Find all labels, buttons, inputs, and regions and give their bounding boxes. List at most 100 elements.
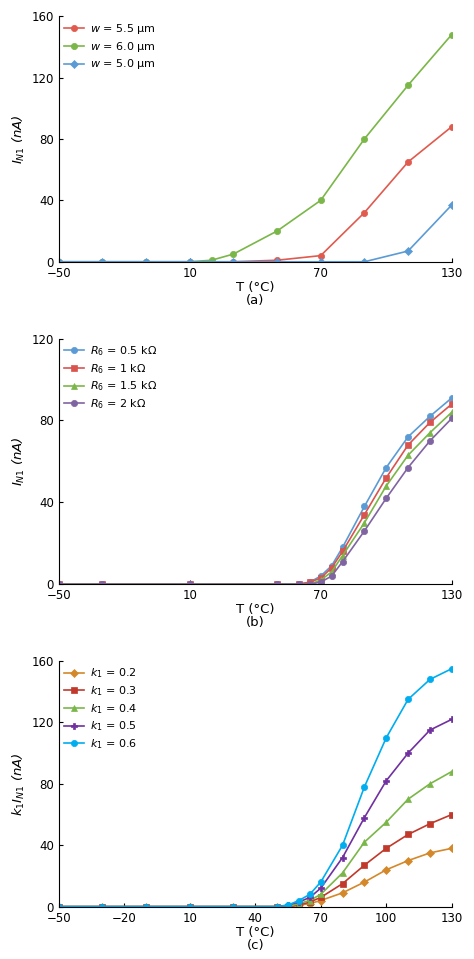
- $k_1$ = 0.5: [340, 852, 346, 863]
- $R_6$ = 1.5 kΩ: [274, 578, 280, 590]
- $R_6$ = 1.5 kΩ: [318, 574, 324, 586]
- $R_6$ = 1.5 kΩ: [187, 578, 192, 590]
- $k_1$ = 0.5: [187, 901, 192, 912]
- $w$ = 5.0 μm: [362, 256, 367, 268]
- $R_6$ = 0.5 kΩ: [187, 578, 192, 590]
- $k_1$ = 0.3: [383, 843, 389, 854]
- $k_1$ = 0.5: [405, 747, 411, 759]
- $k_1$ = 0.5: [100, 901, 105, 912]
- $k_1$ = 0.4: [449, 766, 455, 778]
- $k_1$ = 0.3: [340, 877, 346, 889]
- $w$ = 5.0 μm: [318, 256, 324, 268]
- $w$ = 5.5 μm: [362, 207, 367, 219]
- $R_6$ = 1.5 kΩ: [340, 550, 346, 561]
- $R_6$ = 2 kΩ: [318, 576, 324, 588]
- $w$ = 6.0 μm: [318, 195, 324, 206]
- $R_6$ = 1 kΩ: [318, 573, 324, 584]
- $R_6$ = 1 kΩ: [383, 472, 389, 483]
- $w$ = 5.5 μm: [143, 256, 149, 268]
- $R_6$ = 1.5 kΩ: [296, 578, 302, 590]
- $k_1$ = 0.3: [100, 901, 105, 912]
- $k_1$ = 0.3: [318, 892, 324, 903]
- $k_1$ = 0.5: [296, 897, 302, 908]
- $k_1$ = 0.2: [296, 900, 302, 911]
- $R_6$ = 0.5 kΩ: [318, 571, 324, 582]
- $w$ = 6.0 μm: [230, 248, 236, 260]
- $w$ = 6.0 μm: [100, 256, 105, 268]
- $k_1$ = 0.3: [56, 901, 62, 912]
- $R_6$ = 1 kΩ: [427, 417, 433, 429]
- $k_1$ = 0.3: [285, 901, 291, 912]
- $k_1$ = 0.2: [362, 877, 367, 888]
- $k_1$ = 0.5: [285, 900, 291, 911]
- $w$ = 5.0 μm: [100, 256, 105, 268]
- $k_1$ = 0.5: [362, 812, 367, 824]
- $k_1$ = 0.4: [274, 901, 280, 912]
- Line: $k_1$ = 0.3: $k_1$ = 0.3: [55, 811, 455, 910]
- $R_6$ = 0.5 kΩ: [307, 576, 313, 588]
- $R_6$ = 1.5 kΩ: [100, 578, 105, 590]
- $k_1$ = 0.2: [340, 887, 346, 899]
- $w$ = 5.5 μm: [449, 121, 455, 132]
- Text: (c): (c): [246, 939, 264, 951]
- $R_6$ = 2 kΩ: [383, 493, 389, 504]
- $R_6$ = 1 kΩ: [100, 578, 105, 590]
- $k_1$ = 0.3: [307, 897, 313, 908]
- $k_1$ = 0.3: [230, 901, 236, 912]
- $R_6$ = 0.5 kΩ: [340, 542, 346, 553]
- $k_1$ = 0.2: [405, 854, 411, 866]
- $R_6$ = 2 kΩ: [274, 578, 280, 590]
- $w$ = 5.5 μm: [318, 250, 324, 262]
- $k_1$ = 0.6: [427, 673, 433, 685]
- $k_1$ = 0.6: [56, 901, 62, 912]
- $w$ = 6.0 μm: [56, 256, 62, 268]
- $k_1$ = 0.3: [296, 900, 302, 911]
- $k_1$ = 0.6: [449, 663, 455, 674]
- $R_6$ = 0.5 kΩ: [56, 578, 62, 590]
- $w$ = 6.0 μm: [143, 256, 149, 268]
- $R_6$ = 0.5 kΩ: [296, 578, 302, 590]
- $k_1$ = 0.2: [318, 895, 324, 906]
- $R_6$ = 0.5 kΩ: [100, 578, 105, 590]
- $k_1$ = 0.4: [100, 901, 105, 912]
- $w$ = 5.5 μm: [274, 254, 280, 266]
- Text: (b): (b): [246, 616, 264, 629]
- $k_1$ = 0.5: [383, 775, 389, 786]
- $k_1$ = 0.3: [405, 829, 411, 840]
- $R_6$ = 1.5 kΩ: [449, 407, 455, 418]
- $w$ = 5.0 μm: [449, 199, 455, 211]
- $k_1$ = 0.3: [274, 901, 280, 912]
- $w$ = 5.5 μm: [187, 256, 192, 268]
- $R_6$ = 1.5 kΩ: [362, 517, 367, 528]
- $k_1$ = 0.6: [307, 889, 313, 901]
- $R_6$ = 0.5 kΩ: [449, 392, 455, 404]
- $R_6$ = 1 kΩ: [274, 578, 280, 590]
- $R_6$ = 1.5 kΩ: [383, 480, 389, 492]
- Y-axis label: $I_{N1}$ (nA): $I_{N1}$ (nA): [11, 436, 27, 486]
- $R_6$ = 1.5 kΩ: [56, 578, 62, 590]
- Line: $k_1$ = 0.4: $k_1$ = 0.4: [55, 768, 455, 910]
- $R_6$ = 2 kΩ: [307, 578, 313, 590]
- $k_1$ = 0.4: [340, 867, 346, 878]
- $k_1$ = 0.5: [318, 882, 324, 894]
- $w$ = 6.0 μm: [449, 29, 455, 40]
- $R_6$ = 2 kΩ: [340, 556, 346, 568]
- $R_6$ = 2 kΩ: [329, 571, 335, 582]
- $k_1$ = 0.2: [143, 901, 149, 912]
- $k_1$ = 0.5: [427, 724, 433, 736]
- $w$ = 5.0 μm: [230, 256, 236, 268]
- $R_6$ = 1.5 kΩ: [427, 427, 433, 438]
- $k_1$ = 0.2: [230, 901, 236, 912]
- $R_6$ = 1 kΩ: [405, 439, 411, 451]
- $w$ = 6.0 μm: [362, 133, 367, 145]
- $R_6$ = 1 kΩ: [362, 509, 367, 521]
- $k_1$ = 0.6: [296, 895, 302, 906]
- $k_1$ = 0.6: [100, 901, 105, 912]
- $R_6$ = 0.5 kΩ: [362, 501, 367, 512]
- $k_1$ = 0.4: [187, 901, 192, 912]
- $k_1$ = 0.3: [449, 808, 455, 820]
- Line: $w$ = 5.0 μm: $w$ = 5.0 μm: [55, 201, 455, 265]
- $k_1$ = 0.6: [274, 901, 280, 912]
- Legend: $R_6$ = 0.5 kΩ, $R_6$ = 1 kΩ, $R_6$ = 1.5 kΩ, $R_6$ = 2 kΩ: $R_6$ = 0.5 kΩ, $R_6$ = 1 kΩ, $R_6$ = 1.…: [62, 342, 159, 413]
- $R_6$ = 1.5 kΩ: [405, 450, 411, 461]
